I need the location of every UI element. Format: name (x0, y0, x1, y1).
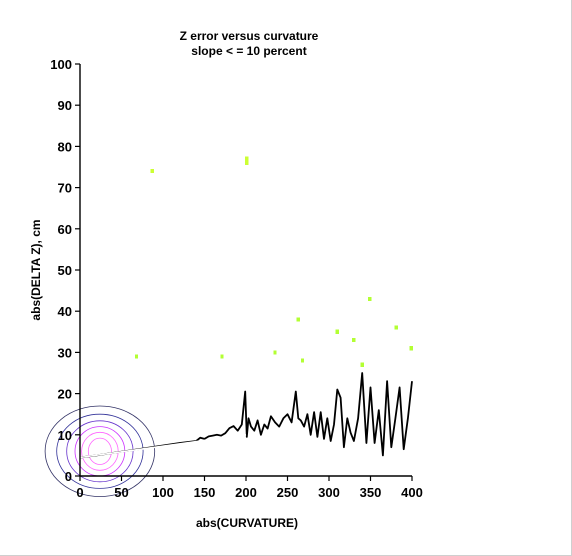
y-tick-label: 80 (58, 139, 72, 154)
y-tick-label: 30 (58, 345, 72, 360)
density-heatmap (134, 156, 413, 367)
y-tick-label: 10 (58, 428, 72, 443)
y-tick-label: 70 (58, 181, 72, 196)
outlier-cell (360, 362, 364, 367)
outlier-cell (335, 329, 339, 334)
y-tick-label: 100 (50, 57, 72, 72)
x-tick-label: 0 (76, 485, 83, 500)
density-contours (44, 405, 156, 497)
outlier-cell (368, 296, 372, 301)
x-tick-label: 400 (401, 485, 423, 500)
x-tick-label: 350 (360, 485, 382, 500)
y-tick-label: 40 (58, 304, 72, 319)
outlier-cell (300, 358, 305, 363)
y-tick-label: 50 (58, 263, 72, 278)
y-tick-label: 60 (58, 222, 72, 237)
series-lines (79, 372, 413, 459)
outlier-cell (245, 156, 249, 161)
y-tick-label: 0 (65, 469, 72, 484)
tick-labels: 0 10 20 30 40 50 60 70 80 90 100 0 50 100 150 200 250 300… (50, 57, 423, 500)
mean-error-line (79, 372, 413, 459)
x-tick-label: 150 (194, 485, 216, 500)
contour-line (74, 426, 126, 477)
chart-subtitle: slope < = 10 percent (191, 44, 306, 58)
contour-line (44, 405, 156, 497)
contour-line (66, 420, 134, 483)
x-tick-label: 50 (114, 485, 128, 500)
outlier-cell (245, 160, 249, 165)
x-tick-label: 200 (235, 485, 257, 500)
outlier-cell (150, 169, 154, 174)
outlier-cell (134, 354, 139, 359)
outlier-cell (409, 346, 413, 351)
y-tick-label: 20 (58, 387, 72, 402)
x-axis-label: abs(CURVATURE) (196, 516, 298, 530)
x-tick-label: 250 (277, 485, 299, 500)
trend-line (79, 434, 247, 459)
contour-line (56, 413, 144, 489)
x-tick-label: 300 (318, 485, 340, 500)
outlier-cell (394, 325, 398, 330)
outlier-cell (296, 317, 300, 322)
y-tick-label: 90 (58, 98, 72, 113)
contour-line (87, 437, 112, 465)
outlier-cell (220, 354, 224, 359)
chart-title: Z error versus curvature (180, 29, 319, 43)
outlier-cell (352, 338, 356, 343)
outlier-cell (273, 350, 277, 355)
x-tick-label: 100 (152, 485, 174, 500)
y-axis-label: abs(DELTA Z), cm (29, 219, 43, 320)
